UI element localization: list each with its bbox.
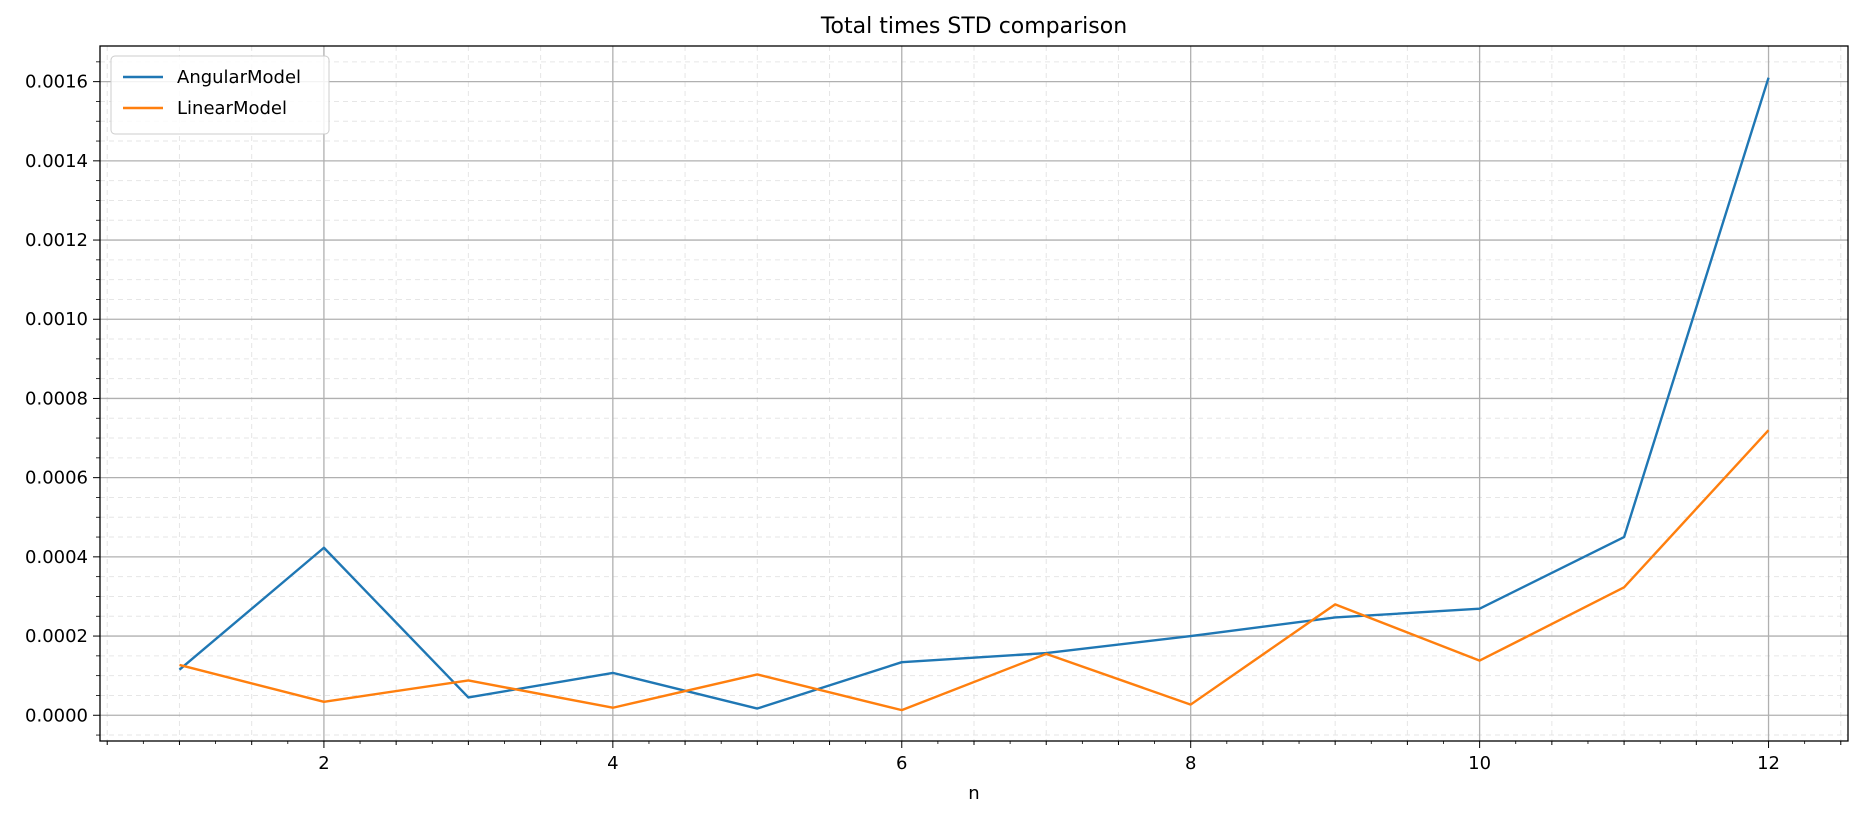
legend-label-angularmodel: AngularModel [177,67,301,88]
x-tick-label: 12 [1757,753,1780,774]
x-tick-label: 10 [1468,753,1491,774]
axis-ticks [93,61,1842,748]
y-tick-label: 0.0002 [25,626,88,647]
series-layer [178,77,1770,712]
y-tick-label: 0.0014 [25,151,88,172]
legend: AngularModel LinearModel [110,55,330,135]
y-tick-label: 0.0016 [25,72,88,93]
major-grid [100,46,1848,741]
legend-box [110,55,330,135]
x-axis-label: n [968,783,979,804]
y-tick-label: 0.0006 [25,468,88,489]
y-tick-label: 0.0004 [25,547,88,568]
chart-title: Total times STD comparison [820,14,1127,39]
y-tick-label: 0.0012 [25,230,88,251]
legend-label-linearmodel: LinearModel [177,98,287,119]
x-tick-label: 6 [896,753,907,774]
y-tick-label: 0.0008 [25,388,88,409]
series-line-linearmodel [179,429,1770,712]
tick-labels: 2 4 6 8 10 12 0.0000 0.0002 0.0004 0.0006 0.0008 0.… [25,72,1780,774]
y-tick-label: 0.0000 [25,705,88,726]
minor-grid [100,46,1848,741]
series-line-angularmodel [178,77,1770,710]
x-tick-label: 4 [607,753,618,774]
x-tick-label: 8 [1185,753,1196,774]
x-tick-label: 2 [318,753,329,774]
plot-area-frame [99,45,1849,742]
y-tick-label: 0.0010 [25,309,88,330]
